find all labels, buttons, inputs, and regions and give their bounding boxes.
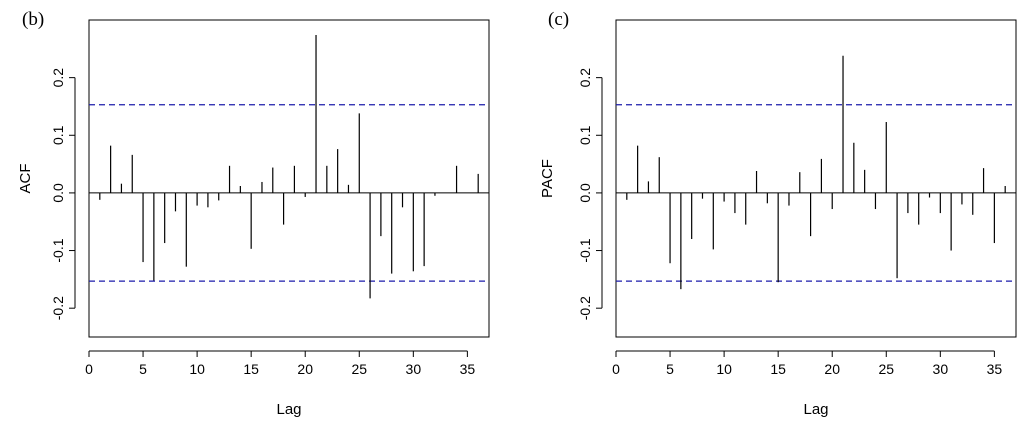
x-tick-label: 25: [351, 361, 367, 377]
y-tick-label: 0.2: [577, 68, 593, 88]
y-tick-label: 0.1: [577, 125, 593, 145]
y-tick-label: -0.1: [577, 238, 593, 262]
x-tick-label: 15: [770, 361, 786, 377]
x-tick-label: 10: [189, 361, 205, 377]
x-tick-label: 5: [139, 361, 147, 377]
x-tick-label: 30: [406, 361, 422, 377]
y-axis-title: ACF: [17, 164, 34, 194]
x-tick-label: 0: [85, 361, 93, 377]
y-tick-label: 0.0: [50, 183, 66, 203]
x-axis-title: Lag: [276, 401, 301, 418]
y-axis-title: PACF: [539, 159, 556, 198]
panel-label: (b): [22, 9, 44, 30]
chart-panel-2: (c) 0 5 10 15 20 25 30 35 -0.2 -0.1 0.0 0.1 0.2 Lag PAC…: [539, 9, 1017, 418]
x-tick-label: 20: [297, 361, 313, 377]
x-axis-title: Lag: [803, 401, 828, 418]
x-tick-label: 5: [666, 361, 674, 377]
x-tick-label: 15: [243, 361, 259, 377]
y-tick-label: 0.0: [577, 183, 593, 203]
chart-panel-1: (b) 0 5 10 15 20 25 30 35 -0.2 -0.1 0.0 0.1 0.2 Lag ACF: [17, 9, 490, 418]
y-tick-label: -0.1: [50, 238, 66, 262]
x-tick-label: 35: [460, 361, 476, 377]
x-tick-label: 0: [612, 361, 620, 377]
plot-frame: [615, 19, 1017, 338]
x-tick-label: 10: [716, 361, 732, 377]
plot-frame: [88, 19, 490, 338]
x-tick-label: 30: [933, 361, 949, 377]
panel-label: (c): [548, 9, 569, 30]
x-tick-label: 35: [987, 361, 1003, 377]
y-tick-label: 0.2: [50, 68, 66, 88]
y-tick-label: 0.1: [50, 125, 66, 145]
y-tick-label: -0.2: [577, 296, 593, 320]
x-tick-label: 20: [824, 361, 840, 377]
y-tick-label: -0.2: [50, 296, 66, 320]
x-tick-label: 25: [878, 361, 894, 377]
